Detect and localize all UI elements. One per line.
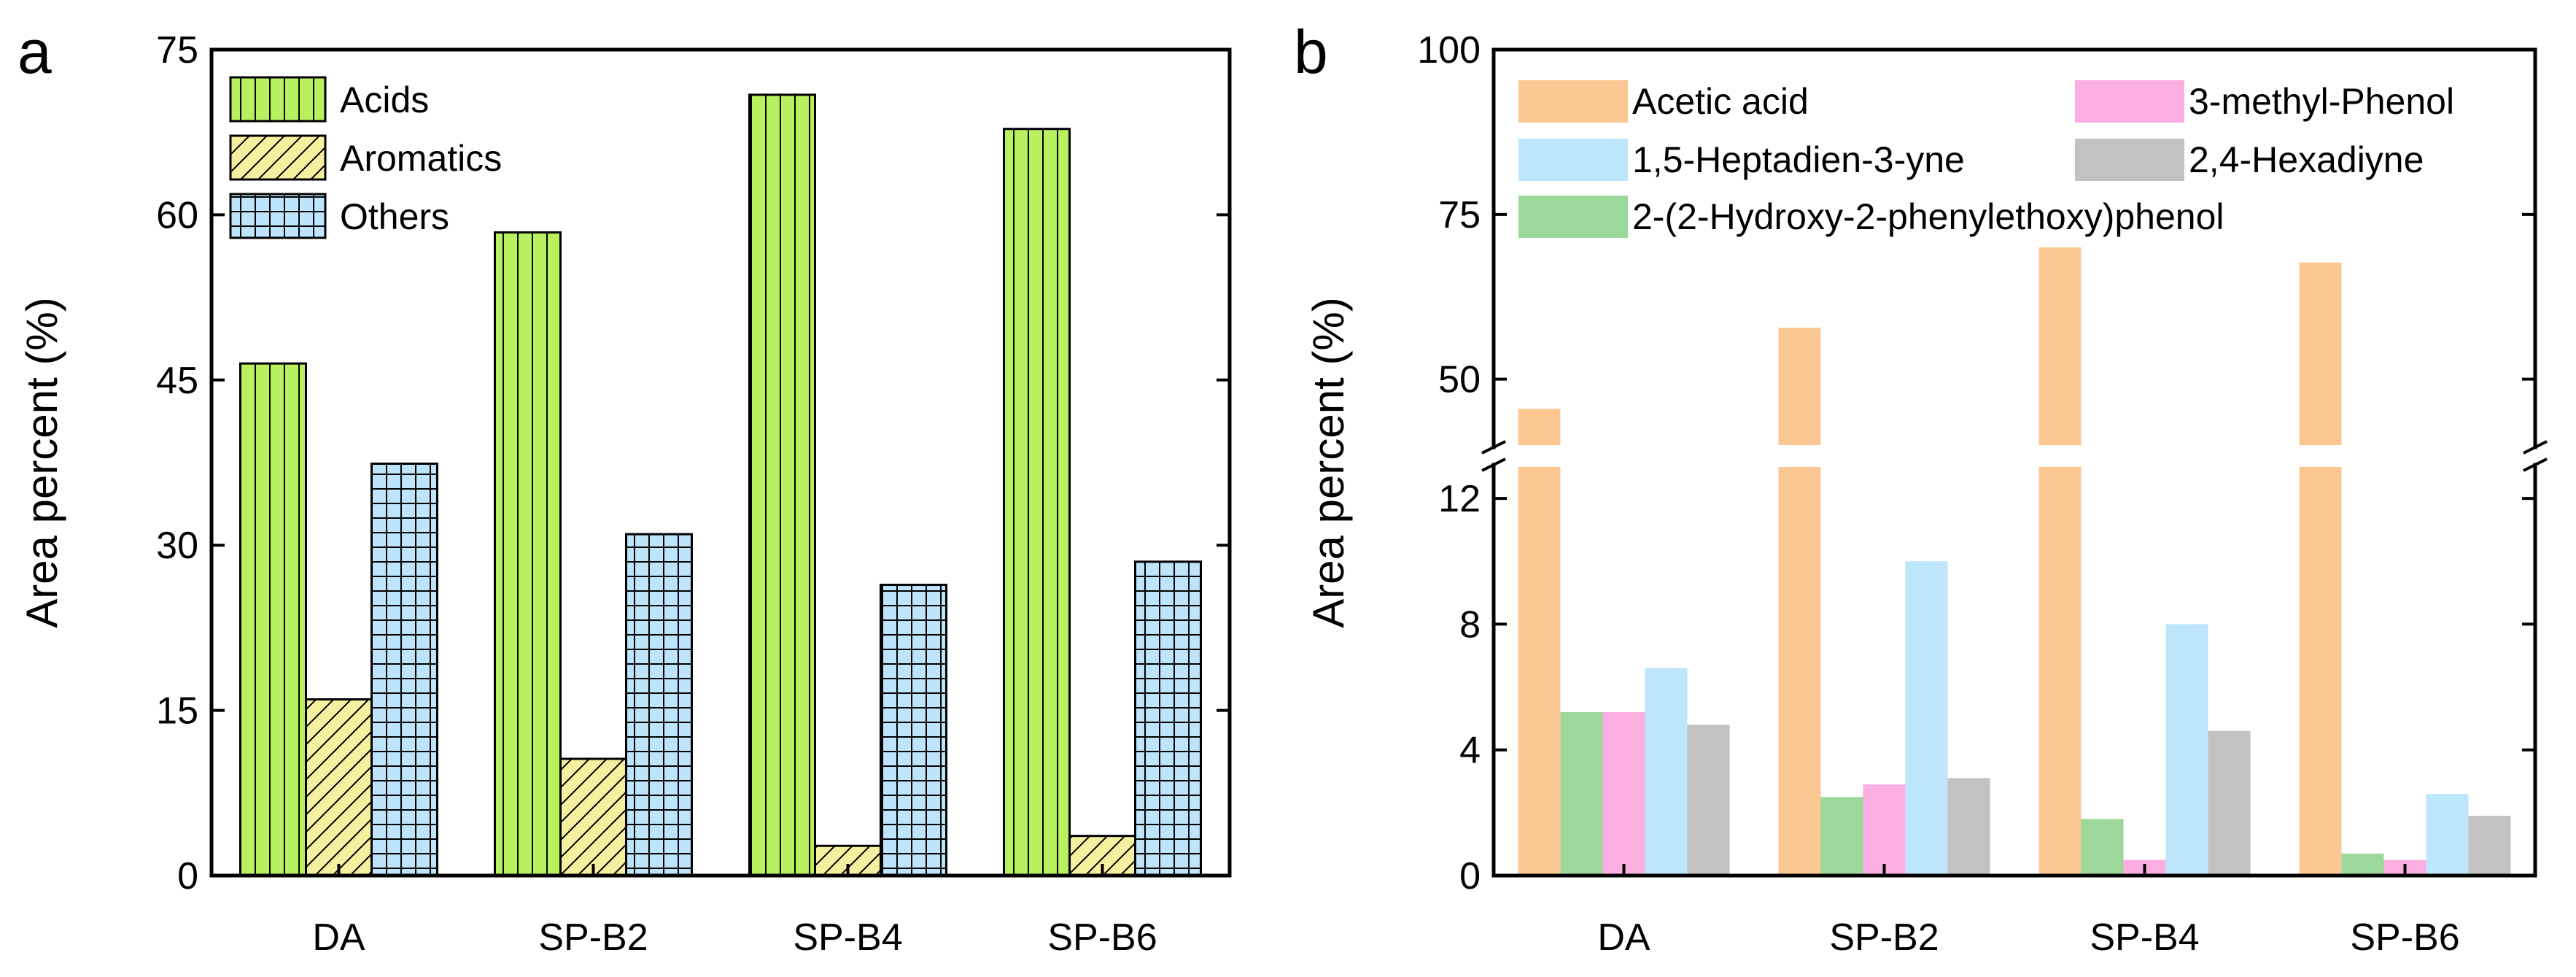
bar-2-2-hydroxy-2-phenylethoxy-phenol-sp-b4 (2081, 819, 2124, 876)
bar-aromatics-sp-b2 (559, 757, 627, 877)
bar-1-5-heptadien-3-yne-sp-b4 (2165, 624, 2208, 876)
axis-break-mark (2523, 457, 2548, 472)
legend-label-1-5-heptadien-3-yne: 1,5-Heptadien-3-yne (1632, 139, 1965, 180)
legend-label-acids: Acids (340, 80, 429, 120)
bar-acetic-acid-sp-b2-upper (1778, 328, 1821, 445)
bar-2-4-hexadiyne-sp-b4 (2208, 730, 2251, 876)
bar-1-5-heptadien-3-yne-sp-b2 (1905, 561, 1948, 876)
axis-break-mark (1481, 457, 1506, 472)
legend-label-2-4-hexadiyne: 2,4-Hexadiyne (2189, 139, 2424, 180)
legend-label-3-methyl-phenol: 3-methyl-Phenol (2189, 81, 2454, 122)
legend-swatch-acids (229, 76, 327, 123)
bar-others-sp-b4 (880, 584, 947, 877)
bar-others-da (371, 463, 438, 877)
bar-acids-sp-b6 (1003, 128, 1071, 877)
bar-acids-da (239, 362, 307, 877)
legend-swatch-1-5-heptadien-3-yne (1518, 139, 1628, 181)
legend-label-acetic-acid: Acetic acid (1632, 81, 1809, 122)
panel-b-x-axis: DA SP-B2 SP-B4 SP-B6 (1597, 864, 2460, 959)
bar-2-4-hexadiyne-sp-b2 (1947, 778, 1990, 876)
y-tick-label: 75 (156, 29, 198, 72)
panel-a-y-axis: 0 15 30 45 60 75 (156, 29, 1230, 897)
panel-a-letter: a (18, 18, 52, 86)
panel-a: a 0 15 30 45 60 75 DA SP-B2 SP-B4 SP-B6 Area per… (18, 18, 1232, 959)
y-tick-label: 0 (177, 855, 198, 897)
y-tick-label: 30 (156, 525, 198, 567)
x-tick-label-sp-b6: SP-B6 (1047, 916, 1157, 959)
y-tick-label: 60 (156, 194, 198, 236)
legend-label-aromatics: Aromatics (340, 138, 502, 179)
legend-swatch-2-2-hydroxy-2-phenylethoxy-phenol (1518, 196, 1628, 238)
legend-swatch-others (229, 193, 327, 239)
legend-swatch-2-4-hexadiyne (2075, 139, 2184, 181)
legend-swatch-acetic-acid (1518, 80, 1628, 123)
y-tick-label: 4 (1459, 730, 1481, 772)
x-tick-label-da: DA (312, 916, 365, 959)
panel-a-bars (239, 93, 1202, 877)
bar-2-2-hydroxy-2-phenylethoxy-phenol-sp-b2 (1820, 797, 1863, 876)
x-tick-label-sp-b2: SP-B2 (538, 916, 648, 959)
y-tick-label: 100 (1417, 29, 1481, 72)
legend-label-2-2-hydroxy-2-phenylethoxy-phenol: 2-(2-Hydroxy-2-phenylethoxy)phenol (1632, 196, 2224, 237)
y-tick-label: 12 (1438, 478, 1481, 520)
panel-a-legend: Acids Aromatics Others (229, 76, 502, 239)
x-tick-label-sp-b4: SP-B4 (793, 916, 902, 959)
bar-2-4-hexadiyne-da (1687, 725, 1730, 876)
legend-label-others: Others (340, 196, 449, 237)
bar-acetic-acid-sp-b4-lower (2038, 467, 2082, 876)
y-tick-label: 50 (1438, 359, 1481, 401)
x-tick-label-sp-b2: SP-B2 (1829, 916, 1939, 959)
x-tick-label-da: DA (1597, 916, 1650, 959)
panel-a-y-axis-title: Area percent (%) (18, 297, 66, 628)
bar-acetic-acid-sp-b6-upper (2299, 262, 2342, 445)
bar-aromatics-da (305, 698, 373, 877)
panel-b-frame (1481, 47, 2548, 878)
bar-acids-sp-b2 (494, 231, 562, 877)
bar-acetic-acid-sp-b2-lower (1778, 467, 1821, 876)
bar-acetic-acid-da-upper (1518, 409, 1561, 445)
panel-a-frame (209, 47, 1232, 878)
panel-b-y-axis: 0 4 8 12 50 75 100 (1417, 29, 2535, 897)
legend-swatch-3-methyl-phenol (2075, 80, 2184, 123)
axis-break-mark (2523, 440, 2548, 455)
panel-b-legend: Acetic acid 1,5-Heptadien-3-yne 2-(2-Hydro… (1518, 80, 2454, 238)
bar-3-methyl-phenol-da (1602, 712, 1645, 876)
bar-2-2-hydroxy-2-phenylethoxy-phenol-sp-b6 (2341, 853, 2384, 876)
x-tick-label-sp-b6: SP-B6 (2350, 916, 2459, 959)
panel-b-bars (1518, 247, 2511, 876)
y-tick-label: 8 (1459, 603, 1481, 646)
bar-1-5-heptadien-3-yne-sp-b6 (2426, 794, 2469, 876)
x-tick-label-sp-b4: SP-B4 (2090, 916, 2199, 959)
y-tick-label: 15 (156, 690, 198, 733)
panel-b: b 0 4 8 12 50 75 100 DA SP-B2 SP-B4 SP-B6 Area pe… (1294, 18, 2548, 959)
y-tick-label: 0 (1459, 855, 1481, 897)
panel-a-x-axis: DA SP-B2 SP-B4 SP-B6 (312, 864, 1157, 959)
bar-others-sp-b2 (625, 533, 693, 877)
bar-acids-sp-b4 (748, 93, 816, 877)
bar-3-methyl-phenol-sp-b2 (1863, 784, 1906, 876)
axis-break-mark (1481, 440, 1506, 455)
bar-1-5-heptadien-3-yne-da (1645, 668, 1688, 876)
bar-acetic-acid-da-lower (1518, 467, 1561, 876)
y-tick-label: 45 (156, 360, 198, 402)
panel-b-y-axis-title: Area percent (%) (1304, 297, 1353, 628)
legend-swatch-aromatics (229, 134, 327, 181)
bar-2-4-hexadiyne-sp-b6 (2468, 816, 2511, 876)
bar-others-sp-b6 (1134, 560, 1202, 877)
bar-acetic-acid-sp-b6-lower (2299, 467, 2342, 876)
bar-acetic-acid-sp-b4-upper (2038, 247, 2082, 445)
panel-b-letter: b (1294, 18, 1328, 86)
y-tick-label: 75 (1438, 194, 1481, 236)
bar-2-2-hydroxy-2-phenylethoxy-phenol-da (1560, 712, 1603, 876)
